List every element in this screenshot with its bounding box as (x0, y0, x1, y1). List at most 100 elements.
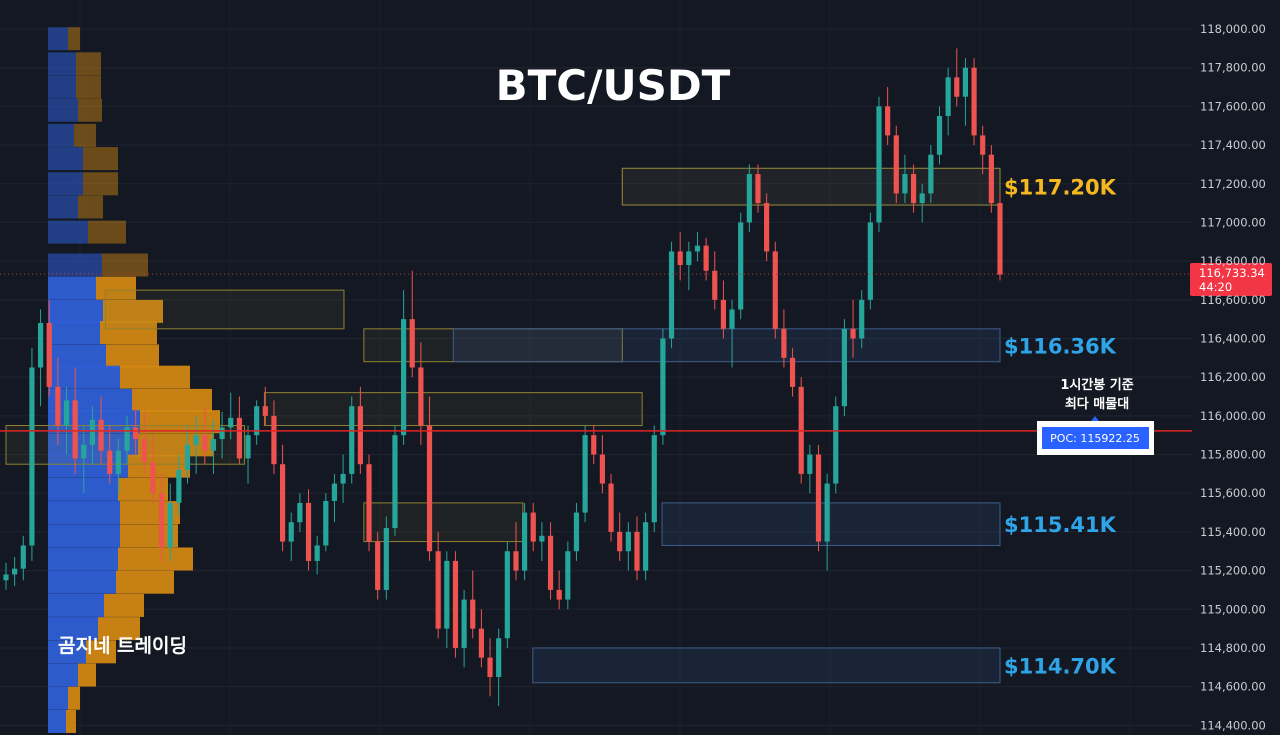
candle-body (928, 154, 934, 194)
profile-bar-sell (132, 388, 212, 412)
candles (3, 48, 1003, 706)
candle-body (729, 309, 735, 329)
profile-bar-buy (48, 172, 83, 196)
candle-body (850, 328, 856, 339)
candle-body (556, 589, 562, 600)
candle-body (599, 454, 605, 484)
profile-bar-buy (48, 570, 116, 594)
candle-body (530, 512, 536, 542)
candle-body (366, 464, 372, 542)
y-tick-label: 117,000.00 (1200, 215, 1266, 229)
profile-bar-buy (48, 276, 96, 300)
candle-body (841, 328, 848, 407)
candle-body (236, 417, 242, 459)
poc-label: POC: 115922.25 (1050, 432, 1140, 445)
y-tick-label: 115,800.00 (1200, 448, 1266, 462)
profile-bar-sell (76, 75, 101, 99)
zone-box (532, 647, 1001, 684)
profile-bar-sell (96, 276, 136, 300)
supply-box (363, 328, 623, 363)
candle-body (703, 245, 709, 271)
y-tick-label: 116,200.00 (1200, 370, 1266, 384)
candle-body (72, 400, 78, 459)
candle-body (375, 541, 381, 590)
candle-body (37, 323, 44, 368)
profile-bar-buy (48, 98, 78, 122)
profile-bar-buy (48, 27, 68, 51)
candle-body (202, 435, 208, 451)
profile-bar-buy (48, 321, 100, 345)
profile-bar-sell (68, 686, 80, 710)
zone-label: $117.20K (1004, 176, 1117, 200)
candle-body (755, 174, 761, 204)
candle-body (323, 500, 329, 546)
candle-body (789, 357, 796, 387)
candle-body (314, 545, 320, 561)
candle-body (902, 174, 908, 194)
profile-bar-sell (83, 172, 118, 196)
candle-body (357, 406, 363, 465)
profile-bar-sell (106, 344, 159, 368)
y-tick-label: 117,600.00 (1200, 99, 1266, 113)
profile-bar-buy (48, 220, 88, 244)
poc-label-box (1042, 427, 1149, 449)
candle-body (409, 319, 415, 368)
candle-body (29, 367, 35, 546)
candle-body (107, 450, 113, 474)
candle-body (167, 502, 173, 548)
candle-body (772, 251, 778, 329)
candle-body (513, 551, 519, 571)
candle-body (539, 535, 545, 542)
profile-bar-buy (48, 593, 104, 617)
candle-body (46, 323, 52, 387)
profile-bar-sell (76, 52, 101, 76)
profile-bar-sell (78, 98, 102, 122)
profile-bar-sell (86, 640, 116, 664)
profile-bar-buy (48, 52, 76, 76)
candle-body (461, 599, 467, 648)
profile-bar-buy (48, 123, 74, 147)
y-tick-label: 114,800.00 (1200, 641, 1266, 655)
candle-body (617, 531, 623, 552)
candle-body (997, 203, 1003, 275)
profile-bar-sell (116, 570, 174, 594)
profile-bar-sell (98, 617, 140, 641)
candle-body (988, 154, 994, 204)
candle-body (254, 406, 260, 436)
candle-body (971, 67, 977, 136)
poc-annotation: 최다 매물대 (1065, 396, 1129, 412)
profile-bar-sell (120, 501, 180, 525)
candle-body (383, 528, 389, 590)
profile-bar-buy (48, 253, 102, 277)
poc-annotation: 1시간봉 기준 (1060, 377, 1133, 393)
supply-box (363, 502, 524, 543)
candle-body (962, 67, 969, 97)
profile-bar-buy (48, 524, 120, 548)
price-axis[interactable]: 114,400.00 114,600.00 114,800.00 115,000.00… (1200, 22, 1266, 732)
candle-body (426, 425, 433, 552)
profile-bar-buy (48, 663, 78, 687)
candle-body (547, 535, 554, 590)
profile-bar-sell (83, 147, 118, 171)
candle-body (867, 222, 873, 300)
profile-bar-sell (120, 365, 190, 389)
profile-bar-buy (48, 75, 76, 99)
profile-bar-sell (103, 299, 163, 323)
candle-body (634, 531, 640, 571)
candle-body (297, 502, 303, 523)
profile-bar-sell (100, 321, 157, 345)
candle-body (573, 512, 580, 552)
candle-body (522, 512, 528, 571)
candle-body (625, 531, 631, 552)
candle-body (20, 545, 26, 569)
y-tick-label: 115,600.00 (1200, 486, 1266, 500)
candle-body (807, 454, 813, 474)
current-price-value: 116,733.34 (1199, 266, 1265, 280)
volume-profile (48, 27, 220, 733)
profile-bar-buy (48, 388, 132, 412)
profile-bar-sell (66, 709, 76, 733)
candle-body (158, 493, 165, 548)
